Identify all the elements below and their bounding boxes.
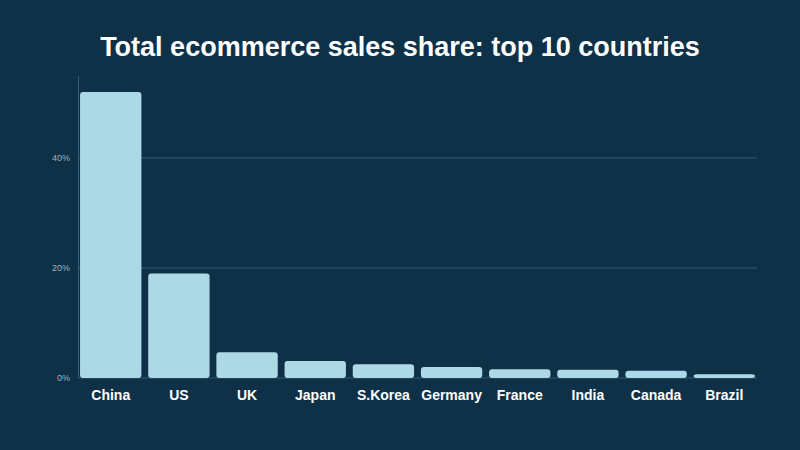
x-tick: UK (237, 378, 257, 403)
x-tick: France (497, 378, 543, 403)
x-tick-label: France (497, 387, 543, 403)
grid-line (78, 158, 757, 159)
x-axis: China US UK Japan S.Korea Germany France India C… (91, 378, 743, 403)
y-axis-line (78, 76, 79, 379)
bar (80, 92, 141, 378)
x-tick: S.Korea (357, 378, 410, 403)
x-tick: Brazil (705, 378, 743, 403)
y-tick: 0% (57, 373, 78, 383)
title: Total ecommerce sales share: top 10 coun… (100, 32, 700, 62)
bar (421, 367, 482, 378)
bar (353, 364, 414, 378)
y-axis: 0% 20% 40% (52, 76, 79, 383)
x-tick-label: US (169, 387, 188, 403)
x-tick: Canada (631, 378, 682, 403)
x-tick: China (91, 378, 130, 403)
x-tick: India (572, 378, 605, 403)
bar (216, 352, 277, 378)
x-tick-label: India (572, 387, 605, 403)
x-tick-label: Japan (295, 387, 335, 403)
x-tick-label: China (91, 387, 130, 403)
y-tick-label: 20% (52, 263, 70, 273)
chart-container: Total ecommerce sales share: top 10 coun… (0, 0, 800, 450)
y-tick: 40% (52, 153, 78, 163)
plot: 0% 20% 40% China US UK Japan S.Korea Germany Fran… (52, 76, 757, 403)
bar (285, 361, 346, 378)
x-tick-label: UK (237, 387, 257, 403)
y-tick: 20% (52, 263, 78, 273)
bars (80, 92, 755, 378)
bar (557, 370, 618, 378)
x-tick-label: Canada (631, 387, 682, 403)
bar (489, 369, 550, 378)
x-tick: US (169, 378, 188, 403)
background (0, 0, 800, 450)
bar (694, 374, 755, 378)
y-tick-label: 0% (57, 373, 70, 383)
x-tick-label: Brazil (705, 387, 743, 403)
grid-line (78, 268, 757, 269)
x-tick-label: Germany (421, 387, 482, 403)
x-tick-label: S.Korea (357, 387, 410, 403)
bar (148, 274, 209, 379)
chart: Total ecommerce sales share: top 10 coun… (0, 0, 800, 450)
bar (625, 371, 686, 378)
grid (78, 158, 757, 378)
x-tick: Germany (421, 378, 482, 403)
y-tick-label: 40% (52, 153, 70, 163)
x-tick: Japan (295, 378, 335, 403)
